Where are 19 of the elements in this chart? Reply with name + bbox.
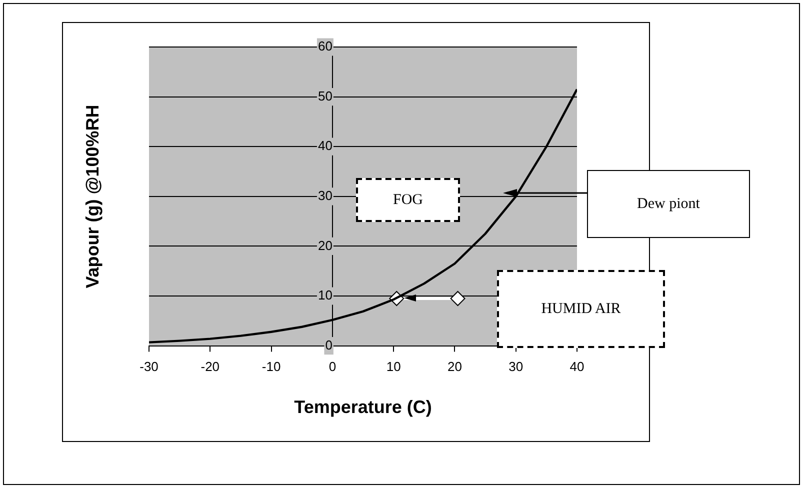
x-tick-label: 40 [570,359,584,374]
annotation: HUMID AIR [540,300,622,318]
y-tick-label: 20 [318,238,332,253]
x-axis-title: Temperature (C) [294,397,432,418]
x-tick-label: -30 [140,359,158,374]
y-axis-title: Vapour (g) @100%RH [82,104,104,288]
x-tick-label: -10 [262,359,281,374]
x-tick-label: 30 [508,359,524,374]
y-tick-label: 0 [325,337,332,352]
annotation: FOG [392,190,424,210]
x-tick-label: 10 [386,359,401,374]
text: Dew piont [636,194,701,214]
y-tick-label: 60 [318,38,332,54]
y-tick-label: 30 [318,188,332,203]
x-tick-label: -20 [200,359,220,374]
y-tick-label: 40 [318,138,332,154]
x-tick-label: 20 [447,359,462,374]
y-tick-label: 10 [318,288,332,303]
y-tick-label: 50 [318,88,332,104]
